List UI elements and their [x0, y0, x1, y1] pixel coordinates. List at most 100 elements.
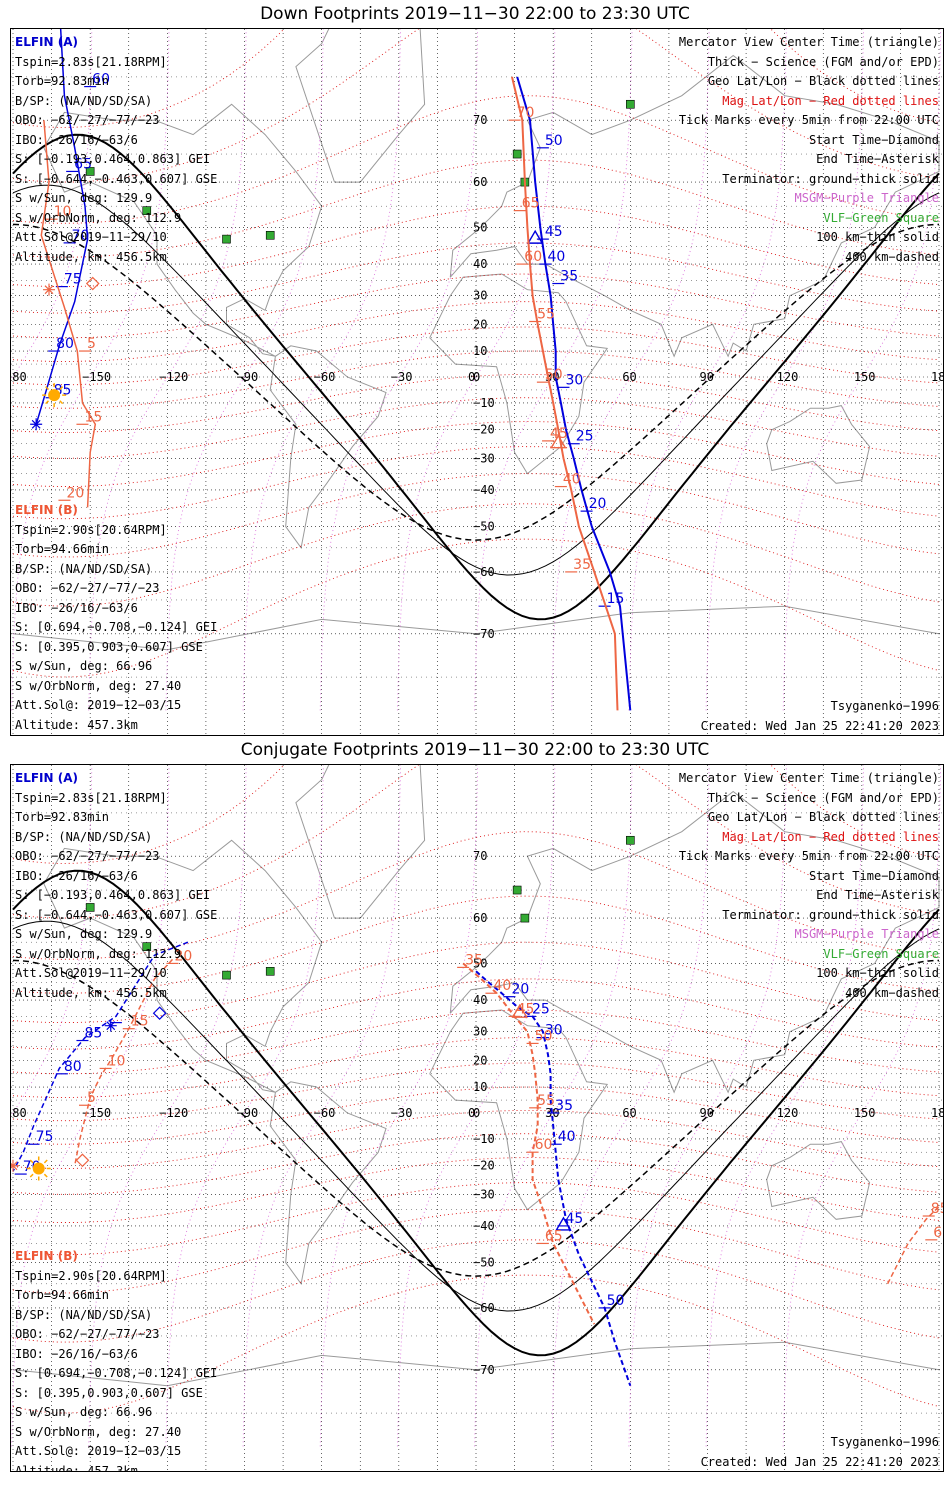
track-tick-label: 20 — [589, 496, 607, 512]
track-tick-label: 50 — [545, 133, 563, 149]
elfin-b-track-west — [40, 120, 97, 508]
map-canvas-conjugate[interactable]: 180−150−120−90−60−3003060901201501807060… — [11, 765, 943, 1471]
track-tick-label: 60 — [535, 1137, 553, 1153]
track-tick-label: 70 — [517, 105, 535, 121]
info-line: S: [−0.193,0.464,0.863] GEI — [15, 888, 211, 902]
legend-line: Terminator: ground−thick solid — [722, 907, 939, 922]
track-tick-label: 80 — [56, 336, 74, 352]
legend-line: MSGM−Purple Triangle — [794, 927, 940, 941]
lat-tick-label: 60 — [473, 175, 487, 189]
mag-parallel — [12, 1157, 940, 1223]
lat-tick-label: 0 — [473, 1106, 480, 1120]
info-line: OBO: −62/−27/−77/−23 — [15, 581, 160, 595]
track-tick-label: 40 — [558, 1129, 576, 1145]
mercator-triangle — [555, 1216, 572, 1231]
info-line: S: [−0.644,−0.463,0.607] GSE — [15, 907, 218, 922]
mercator-triangle — [550, 434, 567, 449]
track-tick-label: 20 — [174, 948, 192, 964]
sun-ray — [29, 1173, 34, 1178]
lon-tick-label: −60 — [314, 1106, 336, 1120]
info-line: S w/OrbNorm, deg: 27.40 — [15, 1424, 182, 1439]
info-line: S: [−0.644,−0.463,0.607] GSE — [15, 171, 218, 186]
continent-outline — [295, 765, 426, 919]
info-line: Tspin=2.90s[20.64RPM] — [15, 522, 167, 537]
elfin-a-info-down: ELFIN (A) Tspin=2.83s[21.18RPM] Torb=92.… — [15, 33, 217, 267]
mag-parallel — [12, 538, 940, 678]
lat-tick-label: 20 — [473, 1053, 487, 1067]
elfin-track-dateline — [886, 1205, 940, 1285]
terminator-400km — [12, 223, 940, 541]
end-asterisk — [104, 1019, 117, 1032]
info-line: IBO: −26/16/−63/6 — [15, 600, 138, 615]
lon-tick-label: 180 — [11, 1106, 27, 1120]
lat-tick-label: −30 — [473, 451, 495, 465]
mag-meridian — [88, 765, 247, 1447]
track-tick-label: 45 — [550, 426, 568, 442]
track-tick-label: 15 — [131, 1014, 149, 1030]
start-diamond — [85, 276, 100, 291]
track-tick-label: 25 — [576, 429, 594, 445]
lon-tick-label: −60 — [314, 370, 336, 384]
lon-tick-label: 60 — [622, 1106, 636, 1120]
mag-meridian — [705, 765, 864, 1447]
lon-tick-label: −120 — [159, 370, 188, 384]
legend-conjugate: Mercator View Center Time (triangle) Thi… — [679, 769, 939, 1003]
lat-tick-label: 70 — [473, 849, 487, 863]
track-tick-label: 10 — [54, 204, 72, 220]
info-line: S: [0.694,−0.708,−0.124] GEI — [15, 1366, 218, 1380]
mag-parallel — [12, 503, 940, 607]
sun-ray — [43, 1159, 48, 1164]
info-line: Torb=92.83min — [15, 810, 109, 824]
vlf-station-marker — [520, 913, 530, 923]
info-line: OBO: −62/−27/−77/−23 — [15, 849, 160, 863]
mag-meridian — [396, 29, 556, 711]
lat-tick-label: −60 — [473, 565, 495, 579]
track-tick-label: 50 — [607, 1293, 625, 1309]
model-credit: Tsyganenko−1996 — [830, 699, 939, 713]
end-asterisk — [11, 1159, 19, 1172]
info-line: S w/Sun, deg: 66.96 — [15, 659, 153, 673]
end-asterisk — [30, 418, 43, 431]
sun-ray — [43, 1173, 48, 1178]
lon-tick-label: −120 — [159, 1106, 188, 1120]
track-tick-label: 55 — [537, 306, 555, 322]
track-tick-label: 65 — [74, 156, 92, 172]
lat-tick-label: −20 — [473, 423, 495, 437]
lon-tick-label: 150 — [854, 1106, 876, 1120]
sun-ray — [59, 386, 64, 391]
mag-meridian — [474, 29, 633, 711]
lon-tick-label: −90 — [237, 370, 259, 384]
sun-ray — [45, 400, 50, 405]
lon-tick-label: 90 — [700, 370, 714, 384]
info-line: Altitude, km: 456.5km — [15, 985, 167, 1000]
map-canvas-down[interactable]: 180−150−120−90−60−3003060901201501807060… — [11, 29, 943, 735]
footer-right-conjugate: Tsyganenko−1996 Created: Wed Jan 25 22:4… — [700, 1433, 939, 1471]
lat-tick-label: 60 — [473, 911, 487, 925]
track-tick-label: 35 — [465, 952, 483, 968]
track-tick-label: 15 — [607, 591, 625, 607]
track-tick-label: 60 — [92, 72, 110, 88]
created-stamp: Created: Wed Jan 25 22:41:20 2023 — [700, 1454, 939, 1469]
continent-outline — [295, 29, 426, 183]
track-tick-label: 75 — [36, 1129, 54, 1145]
start-diamond — [75, 1153, 90, 1168]
legend-line: 400 km−dashed — [845, 249, 939, 264]
lat-tick-label: −50 — [473, 1256, 495, 1270]
lat-tick-label: 30 — [473, 1025, 487, 1039]
elfin-b-info-down: ELFIN (B) Tspin=2.90s[20.64RPM] Torb=94.… — [15, 501, 217, 735]
footer-right-down: Tsyganenko−1996 Created: Wed Jan 25 22:4… — [701, 697, 939, 735]
track-tick-label: 70 — [72, 228, 90, 244]
legend-line: Mercator View Center Time (triangle) — [678, 35, 939, 49]
vlf-station-marker — [142, 942, 152, 951]
track-tick-label: 75 — [64, 272, 82, 288]
lat-tick-label: 10 — [473, 1080, 487, 1094]
info-line: S: [0.395,0.903,0.607] GSE — [15, 639, 203, 654]
sun-icon — [48, 389, 61, 402]
lat-tick-label: 20 — [473, 317, 487, 331]
track-tick-label: 20 — [66, 485, 84, 501]
lat-tick-label: 40 — [473, 257, 487, 271]
legend-line: Geo Lat/Lon − Black dotted lines — [707, 810, 939, 824]
lon-tick-label: 0 — [468, 370, 475, 384]
lat-tick-label: −20 — [473, 1159, 495, 1173]
legend-line: Terminator: ground−thick solid — [722, 171, 939, 186]
